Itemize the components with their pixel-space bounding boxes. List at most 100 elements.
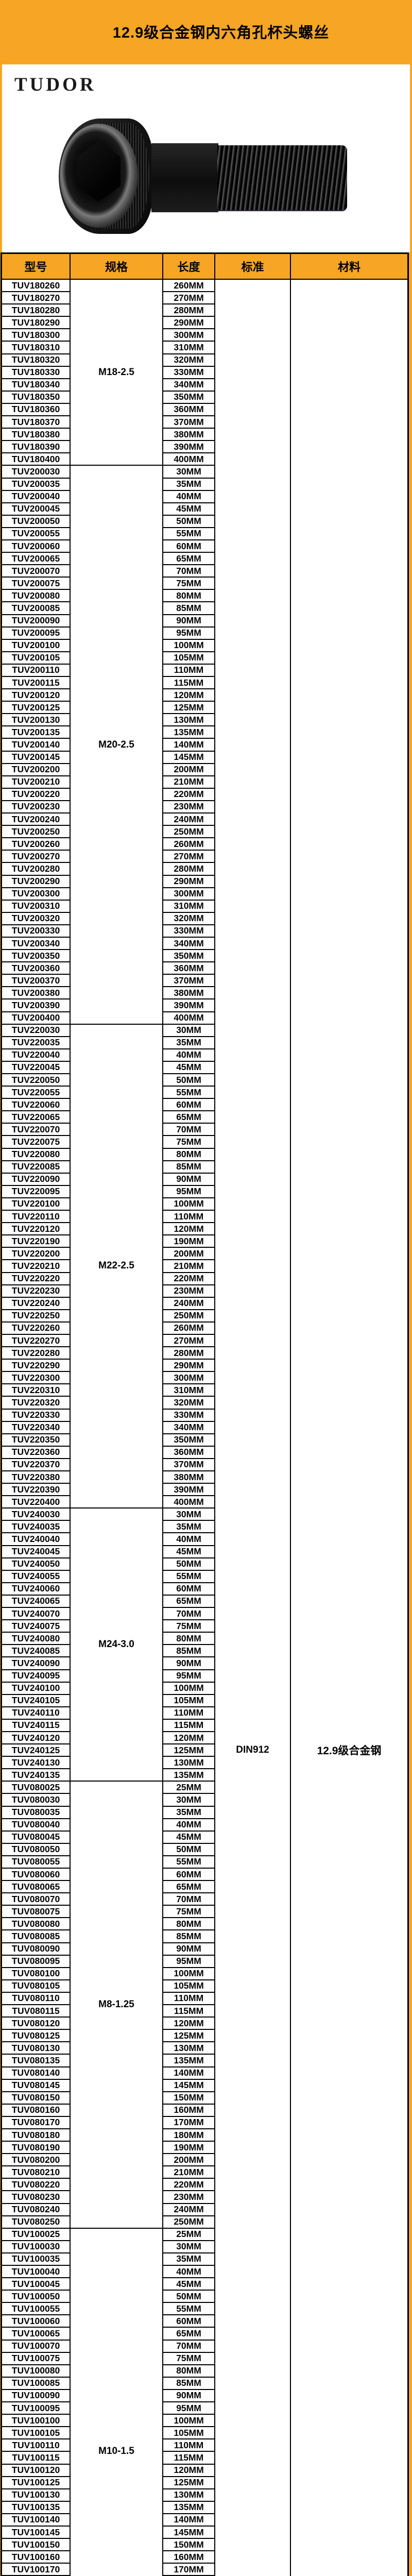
length-cell: 65MM	[163, 2328, 214, 2340]
model-cell: TUV220250	[2, 1310, 70, 1321]
model-cell: TUV220085	[2, 1161, 70, 1173]
length-cell: 125MM	[163, 2477, 214, 2488]
model-cell: TUV220370	[2, 1459, 70, 1470]
model-cell: TUV080130	[2, 2042, 70, 2054]
model-cell: TUV080080	[2, 1918, 70, 1930]
length-cell: 170MM	[163, 2564, 214, 2575]
model-cell: TUV180260	[2, 280, 70, 292]
model-cell: TUV080150	[2, 2092, 70, 2104]
length-cell: 80MM	[163, 1148, 214, 1160]
length-cell: 230MM	[163, 801, 214, 813]
model-cell: TUV100070	[2, 2340, 70, 2352]
length-cell: 90MM	[163, 2389, 214, 2402]
length-cell: 50MM	[163, 2291, 214, 2302]
model-cell: TUV220095	[2, 1185, 70, 1197]
model-cell: TUV200210	[2, 776, 70, 788]
length-cell: 250MM	[163, 2216, 214, 2228]
length-cell: 70MM	[163, 565, 214, 577]
length-cell: 380MM	[163, 987, 214, 999]
length-cell: 150MM	[163, 2092, 214, 2104]
model-cell: TUV200360	[2, 962, 70, 974]
model-cell: TUV200310	[2, 900, 70, 912]
model-cell: TUV240075	[2, 1620, 70, 1632]
length-cell: 330MM	[163, 925, 214, 937]
model-cell: TUV220220	[2, 1273, 70, 1284]
length-cell: 75MM	[163, 2352, 214, 2364]
model-cell: TUV220360	[2, 1446, 70, 1458]
model-cell: TUV200260	[2, 838, 70, 850]
length-cell: 140MM	[163, 2067, 214, 2079]
model-cell: TUV080240	[2, 2204, 70, 2215]
col-header-standard: 标准	[215, 254, 290, 279]
length-cell: 65MM	[163, 1111, 214, 1123]
length-cell: 200MM	[163, 764, 214, 775]
model-cell: TUV180280	[2, 304, 70, 316]
model-cell: TUV240045	[2, 1546, 70, 1557]
length-cell: 55MM	[163, 1856, 214, 1868]
model-cell: TUV200400	[2, 1012, 70, 1024]
length-cell: 35MM	[163, 2253, 214, 2265]
length-cell: 120MM	[163, 689, 214, 701]
length-cell: 100MM	[163, 1968, 214, 1979]
length-cell: 350MM	[163, 391, 214, 403]
length-cell: 35MM	[163, 1037, 214, 1048]
model-cell: TUV200200	[2, 764, 70, 775]
model-cell: TUV240095	[2, 1670, 70, 1682]
length-cell: 160MM	[163, 2104, 214, 2116]
model-cell: TUV200055	[2, 528, 70, 539]
model-cell: TUV220060	[2, 1099, 70, 1111]
screw-shank	[151, 143, 218, 212]
length-cell: 45MM	[163, 1831, 214, 1843]
model-cell: TUV200040	[2, 490, 70, 502]
model-cell: TUV220030	[2, 1024, 70, 1036]
model-cell: TUV200350	[2, 950, 70, 962]
model-cell: TUV200065	[2, 553, 70, 565]
length-cell: 65MM	[163, 1881, 214, 1893]
length-cell: 80MM	[163, 2365, 214, 2377]
length-cell: 310MM	[163, 900, 214, 912]
model-cell: TUV180400	[2, 453, 70, 465]
length-cell: 240MM	[163, 2204, 214, 2215]
length-cell: 105MM	[163, 652, 214, 664]
page-title: 12.9级合金钢内六角孔杯头螺丝	[112, 25, 330, 41]
length-cell: 135MM	[163, 2501, 214, 2513]
model-cell: TUV200340	[2, 937, 70, 950]
length-cell: 100MM	[163, 1198, 214, 1210]
length-cell: 40MM	[163, 1049, 214, 1061]
model-cell: TUV080115	[2, 2005, 70, 2017]
model-cell: TUV080190	[2, 2142, 70, 2154]
model-cell: TUV080035	[2, 1806, 70, 1818]
spec-group-cell: M24-3.0	[71, 1509, 162, 1781]
material-cell: 12.9级合金钢	[291, 280, 407, 2576]
length-cell: 320MM	[163, 354, 214, 366]
length-cell: 110MM	[163, 664, 214, 676]
length-cell: 260MM	[163, 1322, 214, 1334]
model-cell: TUV220090	[2, 1173, 70, 1185]
model-cell: TUV220320	[2, 1397, 70, 1409]
model-cell: TUV240080	[2, 1633, 70, 1645]
length-cell: 110MM	[163, 1992, 214, 2005]
length-cell: 90MM	[163, 1173, 214, 1185]
length-cell: 50MM	[163, 515, 214, 527]
model-cell: TUV200050	[2, 515, 70, 527]
length-cell: 105MM	[163, 1694, 214, 1706]
length-cell: 390MM	[163, 1484, 214, 1496]
model-cell: TUV080135	[2, 2055, 70, 2066]
length-cell: 400MM	[163, 1012, 214, 1024]
length-cell: 110MM	[163, 1211, 214, 1223]
length-cell: 380MM	[163, 1471, 214, 1483]
length-cell: 85MM	[163, 1930, 214, 1942]
model-cell: TUV240100	[2, 1682, 70, 1694]
model-cell: TUV220340	[2, 1421, 70, 1433]
model-cell: TUV200145	[2, 751, 70, 763]
model-cell: TUV080060	[2, 1869, 70, 1880]
model-cell: TUV220050	[2, 1074, 70, 1086]
model-cell: TUV080085	[2, 1930, 70, 1942]
model-cell: TUV100080	[2, 2365, 70, 2377]
model-cell: TUV080145	[2, 2079, 70, 2091]
model-cell: TUV200130	[2, 714, 70, 726]
length-cell: 145MM	[163, 2526, 214, 2538]
length-cell: 290MM	[163, 875, 214, 887]
spec-group-cell: M8-1.25	[71, 1782, 162, 2228]
length-cell: 250MM	[163, 1310, 214, 1321]
